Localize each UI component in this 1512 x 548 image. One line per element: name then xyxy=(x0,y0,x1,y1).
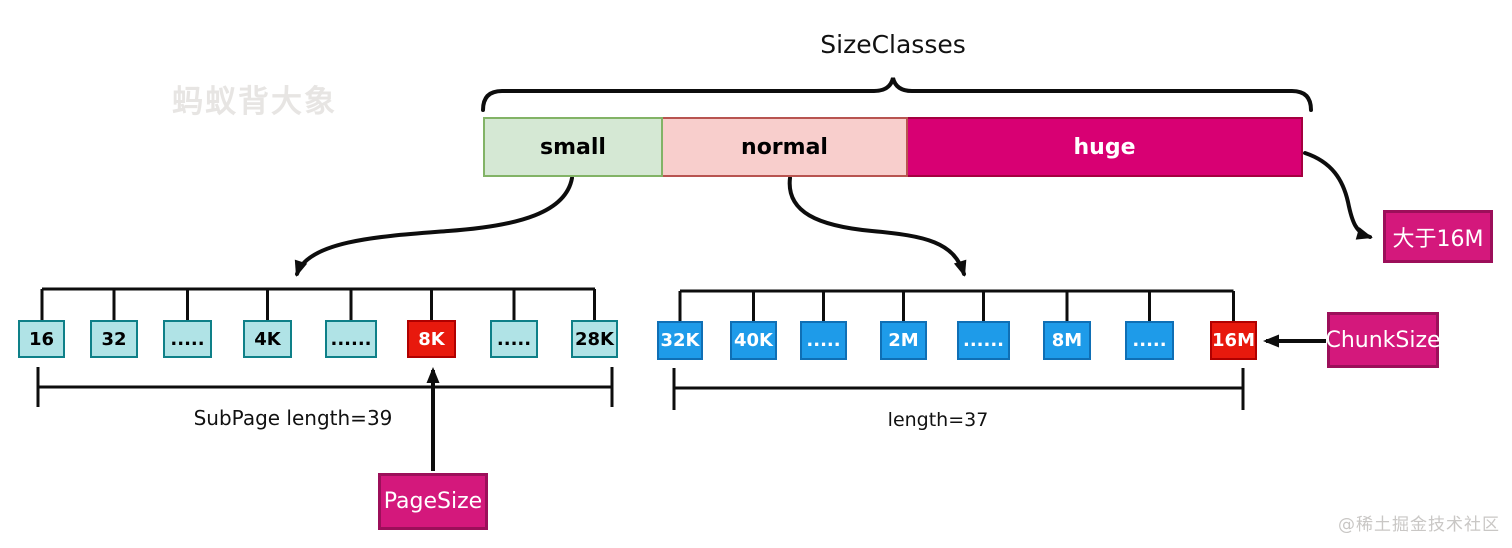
segment-small: small xyxy=(483,117,663,177)
chunk-size-box: 32K xyxy=(657,321,703,360)
chunk-size-box: ...... xyxy=(957,321,1010,360)
subpage-size-box: 4K xyxy=(243,320,292,358)
subpage-tree-connector xyxy=(40,287,596,320)
diagram-title: SizeClasses xyxy=(820,30,966,59)
chunk-size-box: ..... xyxy=(800,321,847,360)
subpage-size-box: 16 xyxy=(18,320,65,358)
chunk-size-box: ..... xyxy=(1125,321,1174,360)
subpage-size-box: ..... xyxy=(490,320,538,358)
watermark-bottom-right: @稀土掘金技术社区 xyxy=(1338,515,1500,535)
arrow-small-to-subpage xyxy=(294,176,574,277)
subpage-length-caption: SubPage length=39 xyxy=(193,406,393,430)
chunk-measure-bracket xyxy=(672,368,1245,410)
subpage-size-box: ..... xyxy=(163,320,212,358)
chunk-length-caption: length=37 xyxy=(887,409,989,431)
chunk-size-box: 8M xyxy=(1043,321,1091,360)
subpage-size-box: ...... xyxy=(325,320,377,358)
arrow-normal-to-chunk xyxy=(787,176,967,277)
chunk-tree-connector xyxy=(678,289,1235,321)
chunk-size-box: 40K xyxy=(730,321,777,360)
chunk-size-box: 2M xyxy=(880,321,927,360)
segment-normal: normal xyxy=(663,117,908,177)
subpage-size-box: 32 xyxy=(90,320,138,358)
sizeclasses-brace xyxy=(481,77,1313,112)
watermark-top-left: 蚂蚁背大象 xyxy=(172,84,337,120)
pagesize-callout: PageSize xyxy=(378,473,488,530)
sizeclasses-bar: small normal huge xyxy=(483,117,1303,177)
subpage-size-box-highlight-8k: 8K xyxy=(407,320,456,358)
subpage-size-box: 28K xyxy=(571,320,618,358)
greater-than-16m-callout: 大于16M xyxy=(1383,210,1493,263)
segment-huge: huge xyxy=(908,117,1303,177)
subpage-measure-bracket xyxy=(36,367,614,407)
arrow-huge-to-target xyxy=(1303,151,1373,240)
chunk-size-box-highlight-16m: 16M xyxy=(1210,321,1257,360)
chunksize-callout: ChunkSize xyxy=(1325,312,1441,368)
